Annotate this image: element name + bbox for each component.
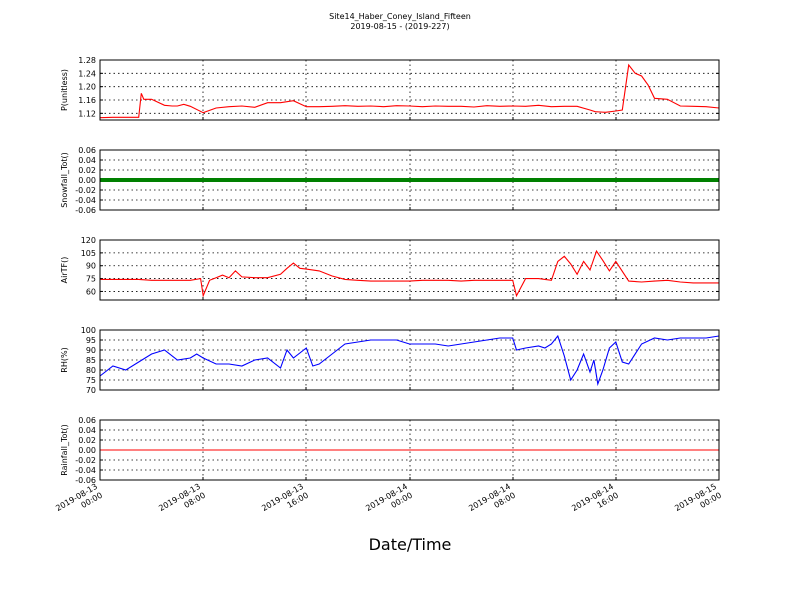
y-axis-label: Rainfall_Tot(): [60, 424, 69, 476]
y-tick-label: 0.06: [78, 146, 96, 155]
y-tick-label: 70: [86, 386, 96, 395]
plot-frame: [99, 239, 720, 301]
y-tick-label: 75: [86, 275, 96, 284]
x-tick-label: 2019-08-1408:00: [467, 482, 517, 522]
y-axis-label: RH(%): [60, 347, 69, 372]
y-axis-label: AirTF(): [60, 257, 69, 284]
y-tick-label: 95: [86, 336, 96, 345]
y-tick-label: 0.00: [78, 176, 96, 185]
panel-3: 120 105 90 75 60 AirTF(): [60, 236, 720, 301]
y-tick-label: -0.04: [75, 466, 96, 475]
y-tick-label: 1.16: [78, 96, 96, 105]
y-tick-label: 60: [86, 287, 96, 296]
y-axis-label: P(unitless): [60, 69, 69, 111]
x-axis-label: Date/Time: [369, 535, 452, 554]
y-axis-label: Snowfall_Tot(): [60, 152, 69, 208]
series-line-4: [99, 334, 720, 387]
panel-1: 1.28 1.24 1.20 1.16 1.12 P(unitless): [60, 56, 720, 121]
x-tick-labels: 2019-08-1300:00 2019-08-1308:00 2019-08-13…: [54, 482, 723, 522]
y-tick-label: 90: [86, 346, 96, 355]
x-tick-label: 2019-08-1316:00: [260, 482, 310, 522]
chart-subtitle: 2019-08-15 - (2019-227): [350, 22, 449, 31]
y-tick-label: 0.02: [78, 436, 96, 445]
y-tick-label: 80: [86, 366, 96, 375]
y-tick-label: 120: [81, 236, 96, 245]
y-tick-label: -0.04: [75, 196, 96, 205]
y-tick-label: 75: [86, 376, 96, 385]
y-tick-label: 0.04: [78, 426, 96, 435]
y-tick-label: 0.04: [78, 156, 96, 165]
panel-5: 0.060.040.020.00-0.02-0.04-0.06 Rainfall_…: [60, 416, 720, 485]
y-tick-label: 0.00: [78, 446, 96, 455]
x-tick-label: 2019-08-1500:00: [673, 482, 723, 522]
y-tick-label: 0.06: [78, 416, 96, 425]
y-tick-label: -0.06: [75, 476, 96, 485]
series-line-1: [99, 63, 720, 119]
y-tick-label: -0.02: [75, 456, 96, 465]
x-tick-label: 2019-08-1308:00: [157, 482, 207, 522]
plot-frame: [99, 329, 720, 391]
y-tick-label: 100: [81, 326, 96, 335]
y-tick-label: 0.02: [78, 166, 96, 175]
x-tick-label: 2019-08-1416:00: [570, 482, 620, 522]
y-tick-label: -0.06: [75, 206, 96, 215]
plot-frame: [99, 59, 720, 121]
chart-title: Site14_Haber_Coney_Island_Fifteen: [329, 12, 471, 21]
x-tick-label: 2019-08-1400:00: [364, 482, 414, 522]
y-tick-label: -0.02: [75, 186, 96, 195]
panel-2: 0.060.040.020.00-0.02-0.04-0.06 Snowfall_…: [60, 146, 720, 215]
y-tick-label: 90: [86, 262, 96, 271]
y-tick-label: 105: [81, 249, 96, 258]
x-tick-label: 2019-08-1300:00: [54, 482, 104, 522]
y-tick-label: 1.24: [78, 69, 96, 78]
y-tick-label: 1.20: [78, 83, 96, 92]
series-line-3: [100, 249, 719, 298]
y-tick-label: 1.28: [78, 56, 96, 65]
y-tick-label: 1.12: [78, 109, 96, 118]
y-tick-label: 85: [86, 356, 96, 365]
panels: 1.281.241.201.161.12P(unitless)0.060.040…: [60, 56, 720, 485]
